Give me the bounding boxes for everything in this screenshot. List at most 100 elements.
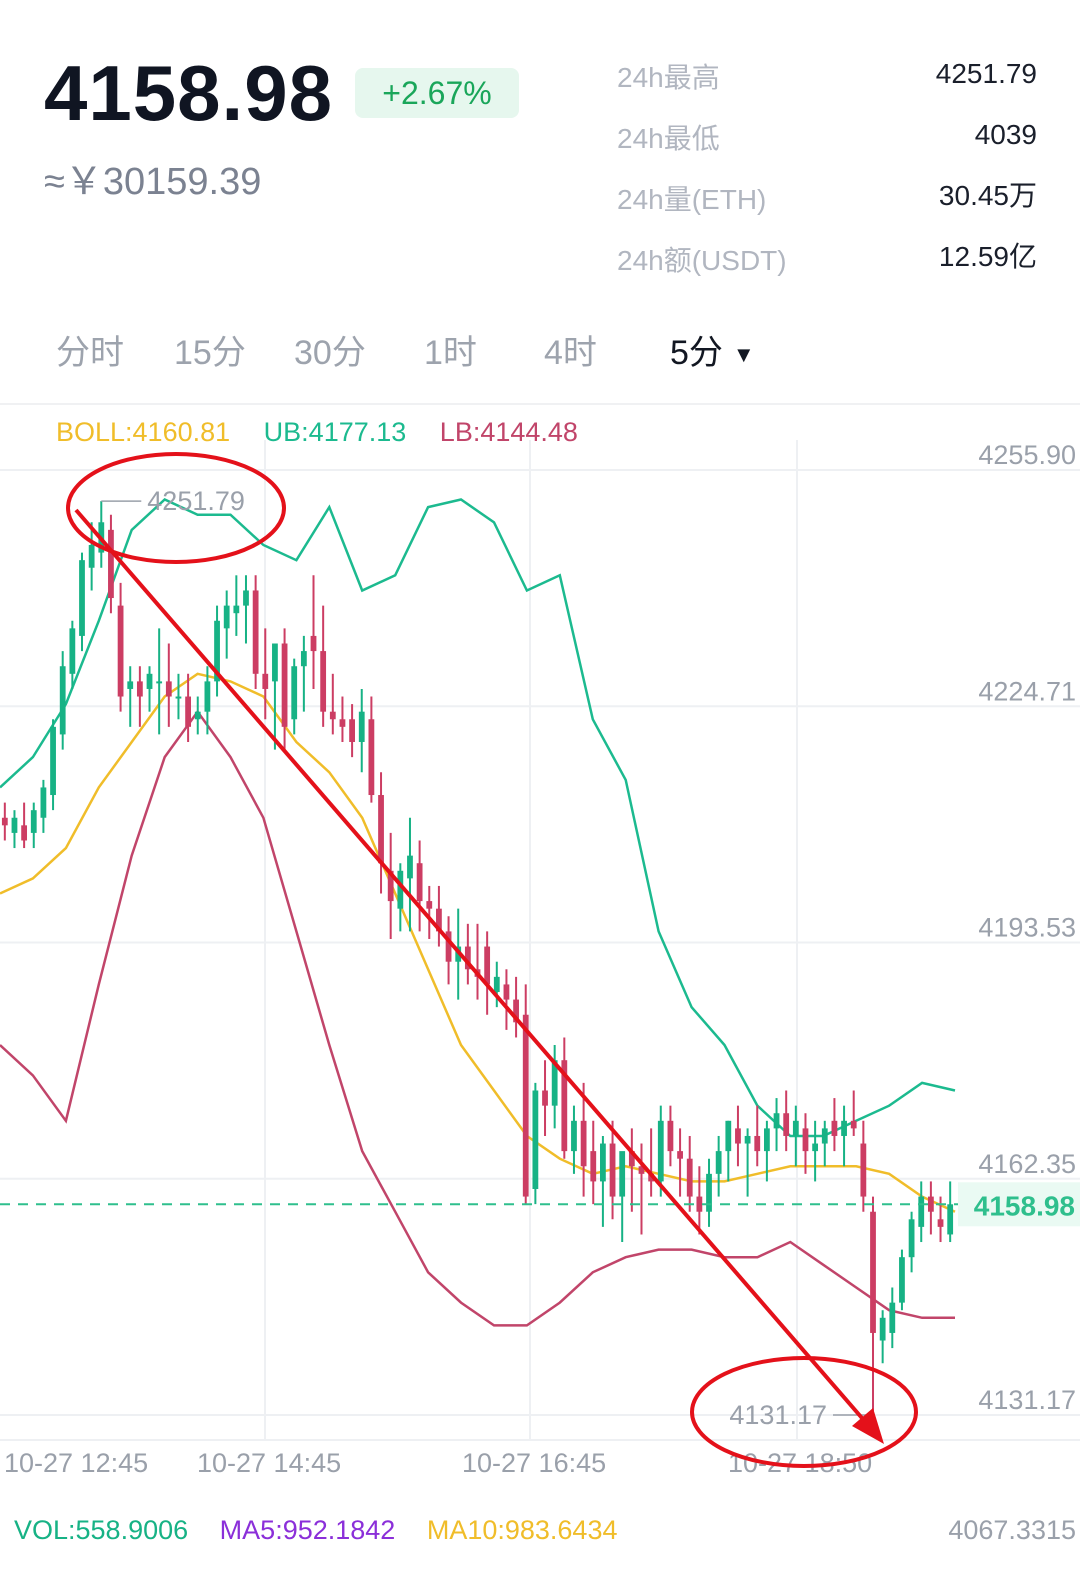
high-circle-annotation <box>66 452 286 564</box>
candle-up <box>243 590 249 606</box>
candle-up <box>175 696 182 699</box>
candle-up <box>821 1128 828 1144</box>
x-axis-label: 10-27 16:45 <box>462 1448 606 1478</box>
candle-down <box>648 1173 655 1182</box>
candle-up <box>156 681 163 684</box>
vol-value: VOL:558.9006 <box>14 1515 189 1545</box>
candle-down <box>281 643 288 727</box>
candle-up <box>223 605 230 629</box>
candle-up <box>194 711 201 720</box>
tab-5m-dropdown[interactable]: 5分 ▼ <box>670 325 755 383</box>
candle-down <box>542 1090 548 1106</box>
low-marker-label: 4131.17 <box>729 1400 827 1430</box>
candle-up <box>908 1219 915 1258</box>
last-price-tag: 4158.98 <box>974 1190 1075 1221</box>
candle-down <box>329 711 336 720</box>
tab-30m[interactable]: 30分 <box>294 334 366 372</box>
stat-label: 24h最低 <box>617 123 720 154</box>
vol-ma10: MA10:983.6434 <box>426 1515 618 1545</box>
candle-up <box>571 1120 577 1152</box>
downtrend-arrow-line <box>74 508 870 1427</box>
candle-down <box>310 635 317 652</box>
candle-down <box>445 931 452 962</box>
candle-down <box>349 719 355 742</box>
vol-ma5: MA5:952.1842 <box>219 1515 396 1545</box>
boll-bands <box>0 498 956 1327</box>
candle-down <box>522 1014 529 1197</box>
candle-up <box>792 1120 799 1136</box>
candle-down <box>339 719 346 727</box>
candle-down <box>696 1196 703 1212</box>
x-axis-label: 10-27 14:45 <box>197 1448 341 1478</box>
last-price-tag-bg <box>958 1182 1080 1227</box>
candle-up <box>88 545 95 568</box>
candle-down <box>108 529 114 599</box>
candle-down <box>484 946 491 985</box>
candle-down <box>416 863 423 902</box>
candle-down <box>860 1143 867 1197</box>
candle-down <box>387 870 394 902</box>
candle-up <box>532 1090 539 1189</box>
candle-up <box>725 1120 732 1152</box>
caret-down-icon: ▼ <box>732 342 755 368</box>
candle-up <box>50 726 56 796</box>
ticker-header: 4158.98 +2.67% ≈￥30159.39 24h最高 4251.79 … <box>0 0 1080 300</box>
candle-up <box>69 628 76 674</box>
y-axis-label: 4224.71 <box>978 676 1076 706</box>
x-axis: 10-27 12:45 10-27 14:45 10-27 16:45 10-27 1… <box>4 1448 872 1478</box>
last-price-line: 4158.98 <box>0 1182 1080 1227</box>
candle-up <box>146 673 153 689</box>
candle-up <box>291 666 298 720</box>
stat-volume: 24h量(ETH) 30.45万 <box>617 180 1037 241</box>
candle-up <box>812 1143 819 1152</box>
y-axis-label: 4255.90 <box>978 440 1076 470</box>
candle-up <box>551 1060 558 1106</box>
candle-up <box>127 681 134 689</box>
tab-timeshare[interactable]: 分时 <box>56 334 124 372</box>
stat-low: 24h最低 4039 <box>617 119 1037 180</box>
candle-down <box>368 719 375 796</box>
kline-chart[interactable]: 4158.98 4255.90 4224.71 4193.53 4162.35 4131… <box>0 440 1080 1510</box>
low-circle-annotation <box>690 1356 918 1468</box>
candle-up <box>233 605 240 614</box>
interval-tabs: 分时 15分 30分 1时 4时 5分 ▼ <box>0 325 1080 391</box>
y-axis-label: 4193.53 <box>978 913 1076 943</box>
candle-down <box>831 1120 838 1136</box>
candle-down <box>735 1128 741 1144</box>
candle-down <box>252 590 259 674</box>
candle-up <box>918 1196 925 1227</box>
candle-up <box>11 817 18 833</box>
tab-4h[interactable]: 4时 <box>544 334 597 372</box>
candle-up <box>889 1302 896 1333</box>
vol-axis-max: 4067.3315 <box>948 1515 1076 1545</box>
candle-down <box>503 984 510 1000</box>
candle-down <box>117 605 124 697</box>
candle-up <box>407 855 413 879</box>
candle-down <box>262 673 269 689</box>
candle-up <box>272 643 278 682</box>
candle-down <box>21 825 28 841</box>
y-axis-label: 4162.35 <box>978 1149 1076 1179</box>
candle-down <box>1 817 8 826</box>
stat-turnover: 24h额(USDT) 12.59亿 <box>617 241 1037 302</box>
y-axis-label: 4131.17 <box>978 1385 1076 1415</box>
x-axis-label: 10-27 12:45 <box>4 1448 148 1478</box>
candle-up <box>947 1204 954 1235</box>
candle-down <box>436 908 442 932</box>
tab-15m[interactable]: 15分 <box>174 334 246 372</box>
candle-up <box>79 560 85 636</box>
candle-down <box>185 696 191 727</box>
candle-up <box>879 1317 886 1341</box>
candle-down <box>802 1128 809 1152</box>
candle-down <box>464 946 471 970</box>
stat-high: 24h最高 4251.79 <box>617 58 1037 119</box>
last-price: 4158.98 <box>44 49 333 137</box>
candle-up <box>204 681 211 712</box>
candle-up <box>600 1143 606 1182</box>
candle-up <box>773 1113 780 1129</box>
candle-up <box>300 651 307 667</box>
high-marker-label: 4251.79 <box>147 486 245 516</box>
tab-1h[interactable]: 1时 <box>424 334 477 372</box>
stat-label: 24h额(USDT) <box>617 245 787 276</box>
candle-down <box>850 1120 857 1129</box>
